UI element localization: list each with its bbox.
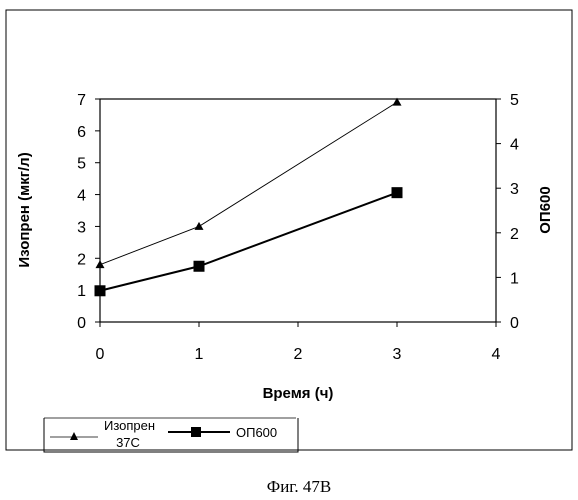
legend-marker-square: [191, 427, 201, 437]
figure-caption: Фиг. 47В: [267, 477, 331, 496]
x-tick-label: 0: [96, 346, 105, 363]
y-right-tick-label: 3: [510, 181, 519, 198]
legend-label-isoprene-line1: Изопрен: [104, 418, 155, 433]
y-left-tick-label: 1: [77, 283, 86, 300]
series-line-od600: [100, 193, 397, 291]
legend-label-od600: ОП600: [236, 425, 277, 440]
x-axis-label: Время (ч): [263, 385, 334, 402]
y-left-tick-label: 2: [77, 251, 86, 268]
y-left-tick-label: 6: [77, 124, 86, 141]
y-right-tick-label: 2: [510, 226, 519, 243]
x-axis-ticks: 0 1 2 3 4: [96, 322, 501, 363]
y-left-tick-label: 5: [77, 156, 86, 173]
data-point-od600: [392, 187, 403, 198]
plot-area: [100, 99, 496, 322]
x-tick-label: 3: [393, 346, 402, 363]
y-right-tick-label: 1: [510, 270, 519, 287]
y-left-tick-label: 3: [77, 219, 86, 236]
y-left-axis-label: Изопрен (мкг/л): [16, 152, 33, 267]
y-right-axis-ticks: 0 1 2 3 4 5: [496, 92, 519, 332]
data-point-isoprene: [195, 222, 204, 230]
y-left-tick-label: 4: [77, 188, 86, 205]
legend-label-isoprene-line2: 37С: [116, 435, 140, 450]
y-left-tick-label: 0: [77, 315, 86, 332]
chart-frame: [6, 10, 572, 450]
legend: Изопрен 37С ОП600: [44, 418, 298, 452]
data-point-isoprene: [96, 260, 105, 268]
series-layer: [95, 98, 403, 297]
y-right-tick-label: 4: [510, 137, 519, 154]
legend-marker-triangle: [70, 432, 78, 440]
x-tick-label: 1: [195, 346, 204, 363]
y-right-tick-label: 0: [510, 315, 519, 332]
y-left-tick-label: 7: [77, 92, 86, 109]
x-tick-label: 4: [492, 346, 501, 363]
y-right-tick-label: 5: [510, 92, 519, 109]
data-point-od600: [95, 285, 106, 296]
series-line-isoprene: [100, 102, 397, 264]
x-tick-label: 2: [294, 346, 303, 363]
data-point-od600: [194, 261, 205, 272]
y-right-axis-label: ОП600: [537, 186, 554, 233]
